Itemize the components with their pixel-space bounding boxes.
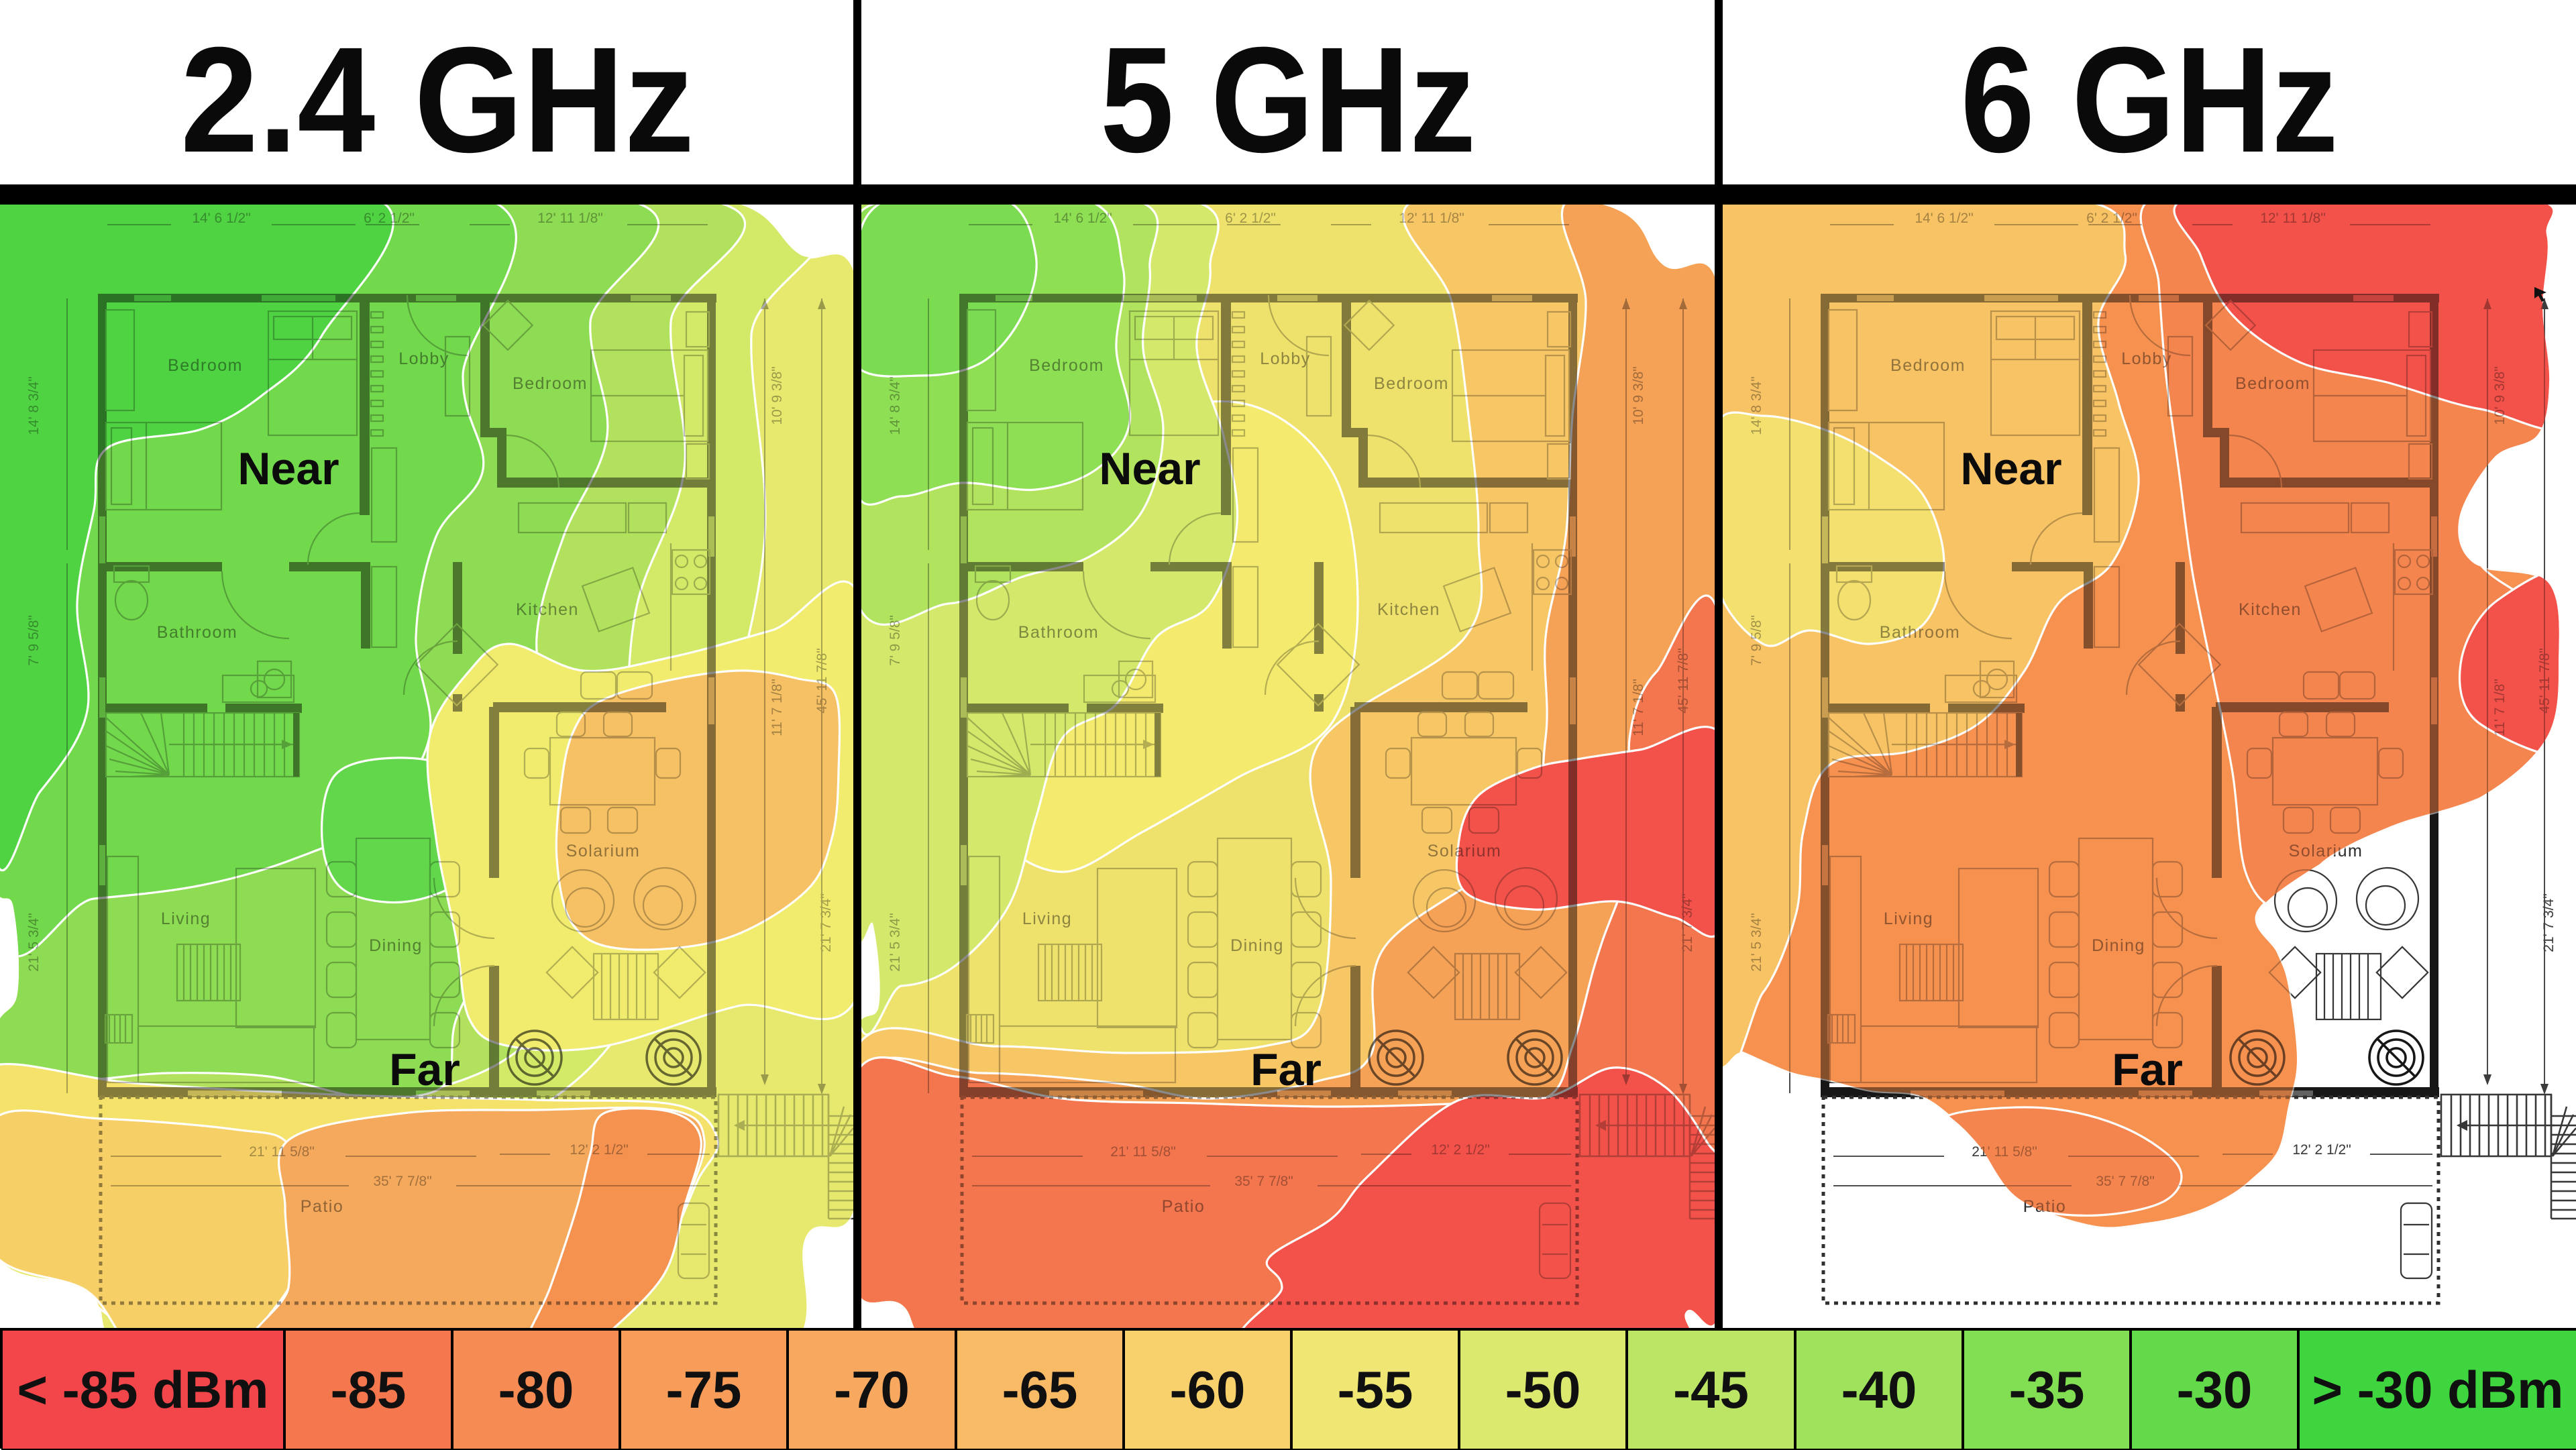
- svg-text:Near: Near: [237, 443, 339, 494]
- svg-text:Near: Near: [1960, 443, 2061, 494]
- svg-text:Near: Near: [1099, 443, 1200, 494]
- svg-text:2.4 GHz: 2.4 GHz: [180, 16, 694, 184]
- svg-text:Far: Far: [2112, 1044, 2183, 1095]
- svg-text:5 GHz: 5 GHz: [1100, 16, 1476, 184]
- svg-text:Far: Far: [389, 1044, 460, 1095]
- svg-text:6 GHz: 6 GHz: [1961, 16, 2339, 184]
- svg-text:Far: Far: [1250, 1044, 1322, 1095]
